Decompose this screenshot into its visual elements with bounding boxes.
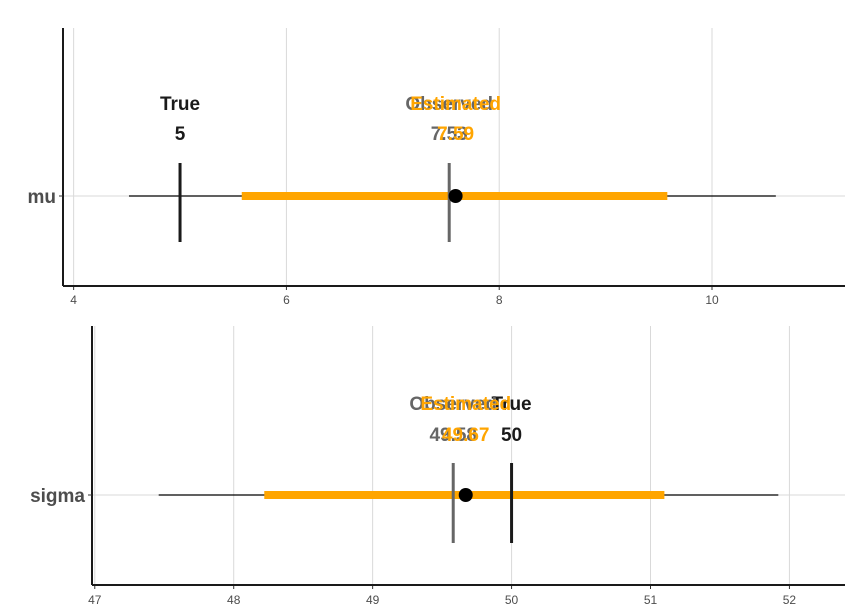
true-value-label: 5: [175, 124, 186, 145]
observed-value-label: 7.53: [431, 124, 468, 145]
x-tick-label: 49: [366, 593, 380, 607]
estimated-value-label: 49.67: [442, 425, 490, 446]
x-tick-label: 8: [496, 293, 503, 307]
row-label-sigma: sigma: [30, 486, 85, 507]
x-tick-label: 50: [505, 593, 519, 607]
estimated-label: Estimated: [420, 394, 511, 415]
x-tick-label: 6: [283, 293, 290, 307]
estimated-label: Estimated: [410, 94, 501, 115]
observed-label: Observed: [405, 94, 493, 115]
x-tick-label: 4: [70, 293, 77, 307]
true-value-label: 50: [501, 425, 522, 446]
true-label: True: [492, 394, 532, 415]
true-label: True: [160, 94, 200, 115]
estimated-value-label: 7.59: [437, 124, 474, 145]
row-label-mu: mu: [28, 187, 57, 208]
x-tick-label: 10: [705, 293, 719, 307]
observed-value-label: 49.58: [429, 425, 477, 446]
estimate-point: [448, 189, 463, 203]
observed-label: Observed: [409, 394, 497, 415]
x-tick-label: 48: [227, 593, 241, 607]
x-tick-label: 52: [783, 593, 797, 607]
estimate-point: [458, 488, 473, 502]
x-tick-label: 51: [644, 593, 658, 607]
x-tick-label: 47: [88, 593, 102, 607]
